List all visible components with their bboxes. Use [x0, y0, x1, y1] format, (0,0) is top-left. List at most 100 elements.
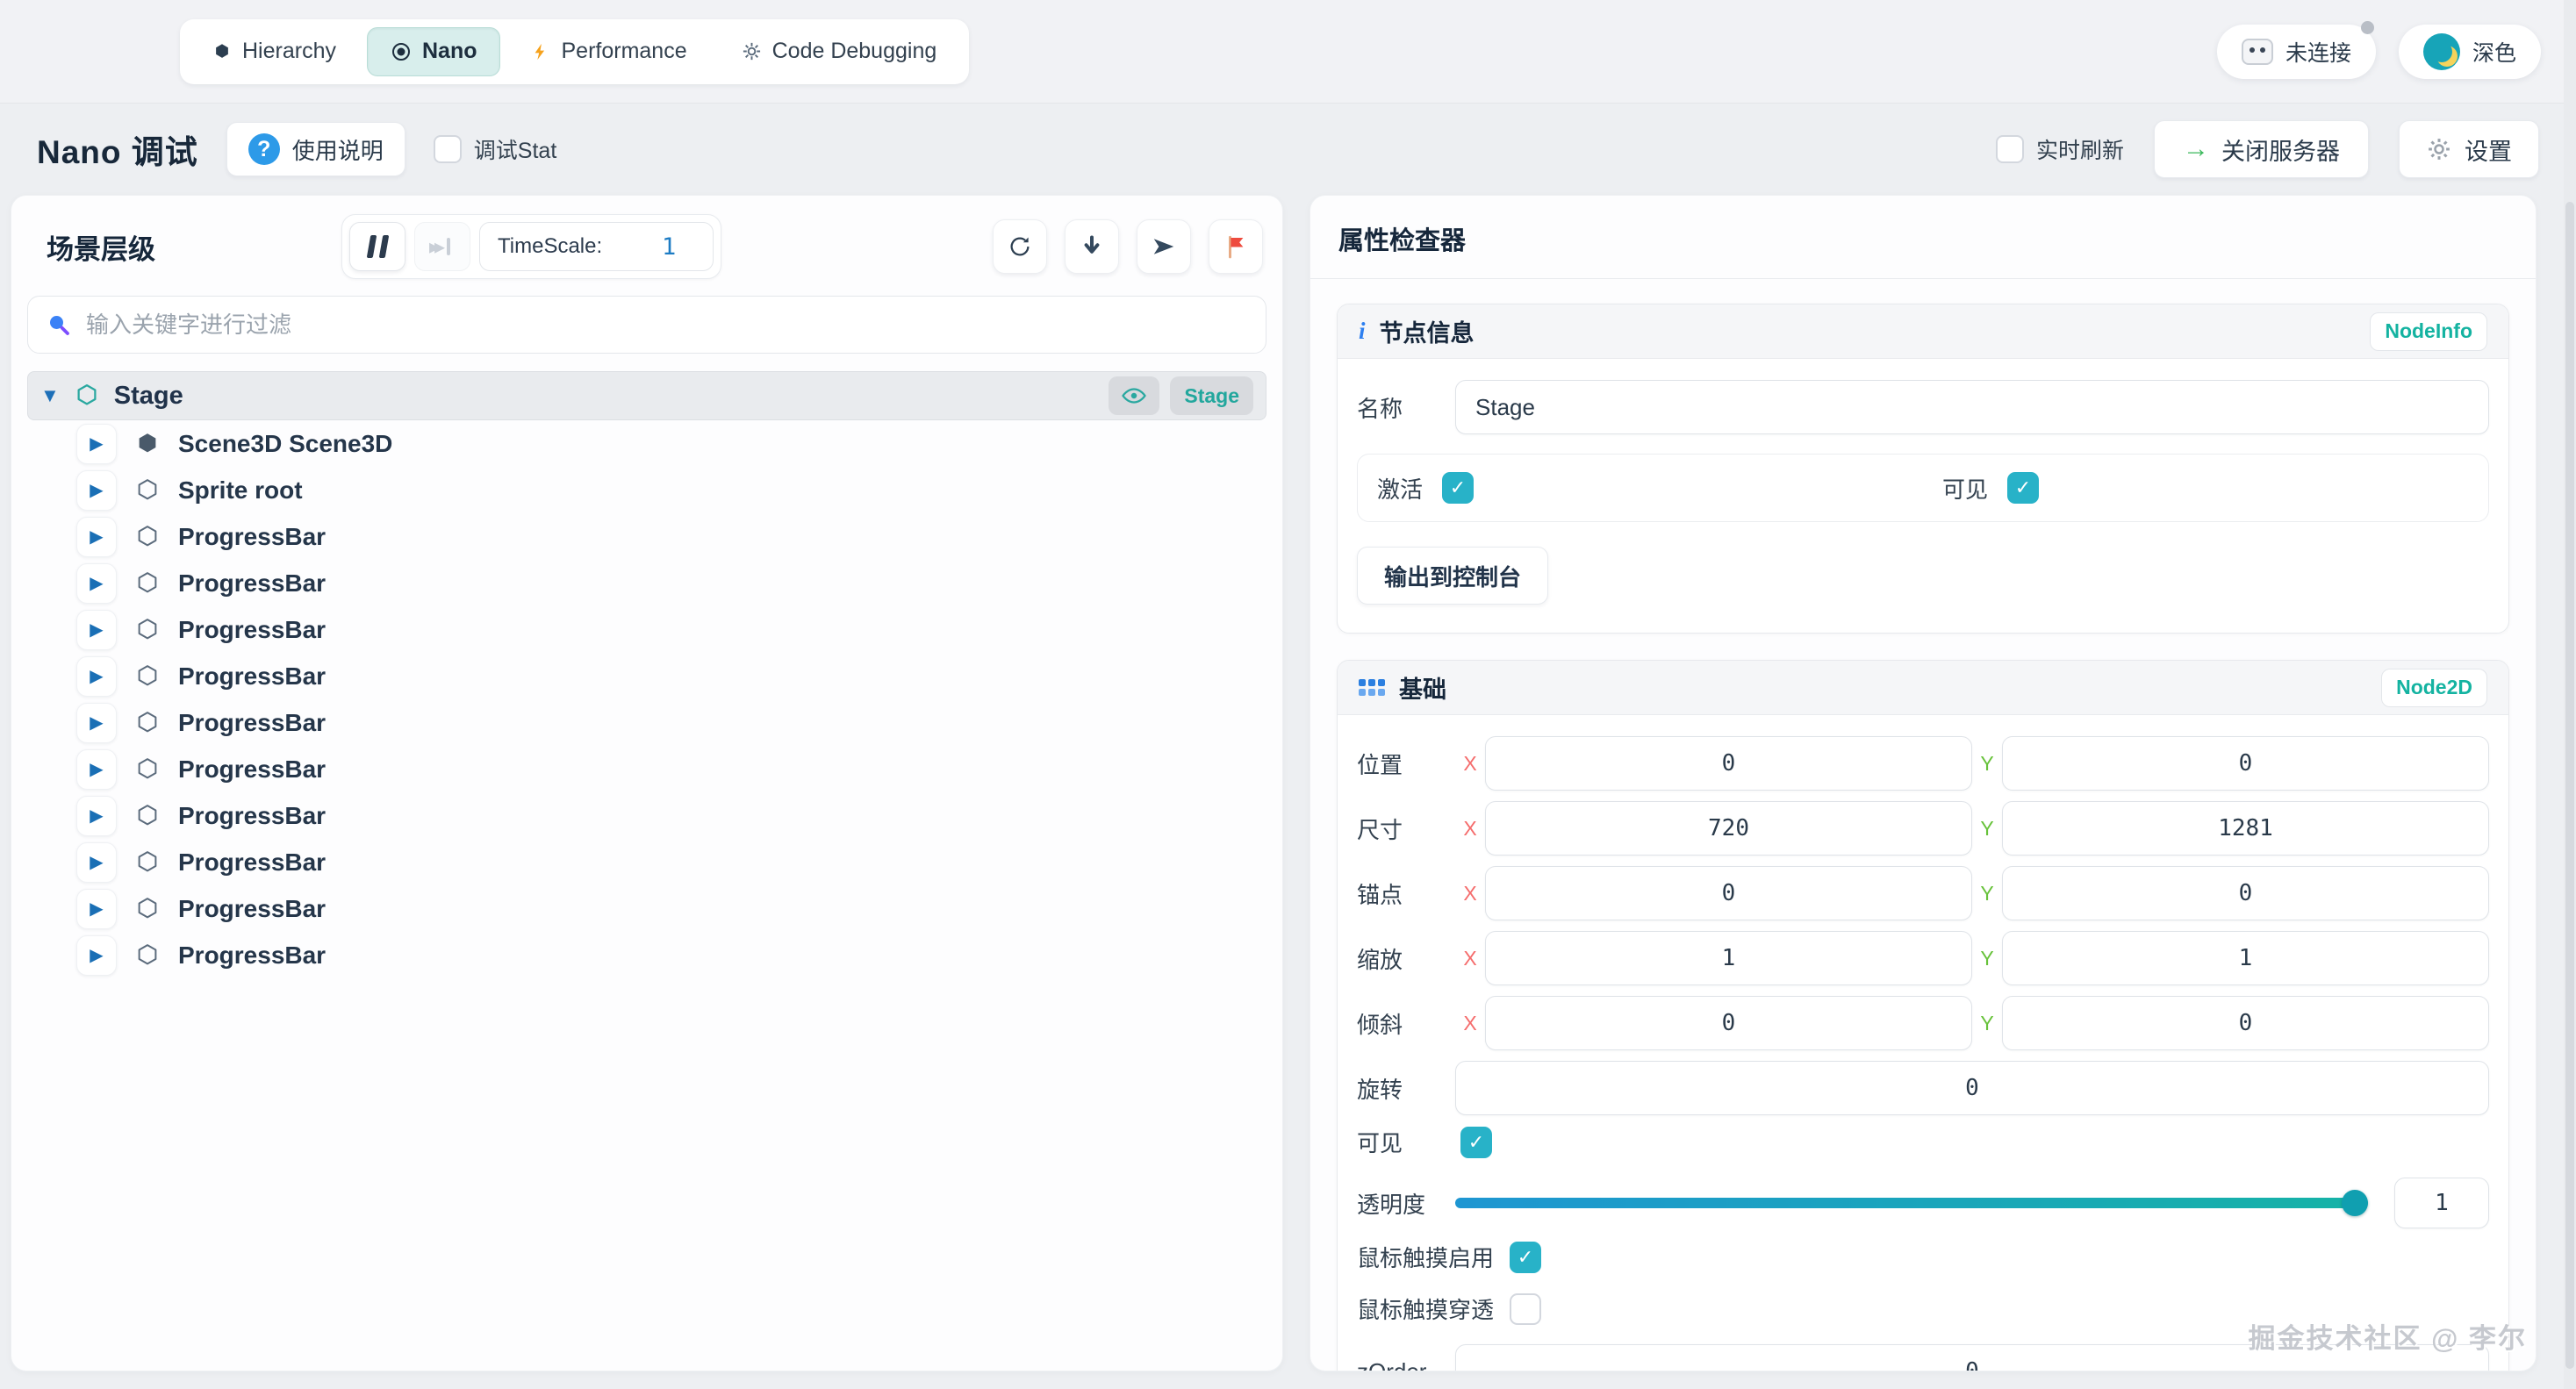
expand-button[interactable]: ▶: [76, 562, 117, 604]
tree-row-progressbar[interactable]: ▶ ProgressBar: [27, 839, 1266, 885]
debug-stat-checkbox-box[interactable]: [433, 135, 462, 163]
close-server-button[interactable]: → 关闭服务器: [2154, 120, 2369, 178]
tree-row-sprite-root[interactable]: ▶ Sprite root: [27, 467, 1266, 513]
name-field-row: 名称: [1357, 380, 2489, 434]
mouse-enabled-checkbox[interactable]: ✓: [1510, 1241, 1542, 1273]
tab-code-debugging[interactable]: Code Debugging: [718, 27, 961, 76]
download-button[interactable]: [1065, 219, 1119, 274]
chevron-right-icon: ▶: [90, 853, 104, 872]
tree-row-label: ProgressBar: [178, 569, 326, 597]
zorder-input[interactable]: [1455, 1344, 2489, 1371]
hierarchy-node-icon: [216, 43, 228, 58]
slider-track[interactable]: [1455, 1198, 2368, 1208]
step-frame-button[interactable]: ▸▸: [414, 222, 470, 271]
visibility-toggle-button[interactable]: [1109, 376, 1160, 415]
opacity-input[interactable]: [2394, 1178, 2489, 1228]
expand-button[interactable]: ▶: [76, 841, 117, 883]
tree-row-progressbar[interactable]: ▶ ProgressBar: [27, 885, 1266, 932]
header-right: 实时刷新 → 关闭服务器 设置: [1995, 120, 2539, 178]
base-card-body: 位置 X Y 尺寸 X Y 锚点 X: [1338, 715, 2508, 1371]
size-x-input[interactable]: [1485, 801, 1972, 856]
mouse-enabled-label: 鼠标触摸启用: [1357, 1245, 1495, 1271]
expand-button[interactable]: ▶: [76, 795, 117, 836]
visible2-label: 可见: [1357, 1130, 1403, 1156]
page-scrollbar[interactable]: [2564, 0, 2576, 1389]
tab-label: Code Debugging: [771, 39, 937, 63]
active-checkbox[interactable]: ✓: [1442, 472, 1475, 504]
expand-button[interactable]: ▶: [76, 516, 117, 557]
size-y-input[interactable]: [2002, 801, 2489, 856]
search-input[interactable]: [86, 311, 1248, 339]
output-to-console-button[interactable]: 输出到控制台: [1357, 547, 1549, 605]
connection-status-button[interactable]: 未连接: [2216, 20, 2376, 79]
search-icon: [50, 316, 69, 335]
tree-row-progressbar[interactable]: ▶ ProgressBar: [27, 560, 1266, 606]
tree-root-row-stage[interactable]: ▼ Stage Stage: [27, 371, 1266, 420]
skew-x-input[interactable]: [1485, 996, 1972, 1050]
scale-x-input[interactable]: [1485, 931, 1972, 985]
watermark: 掘金技术社区 @ 李尔: [2248, 1323, 2527, 1354]
settings-button[interactable]: 设置: [2399, 120, 2539, 178]
hexagon-outline-icon: [138, 525, 157, 546]
tree-row-progressbar[interactable]: ▶ ProgressBar: [27, 746, 1266, 792]
send-button[interactable]: [1137, 219, 1191, 274]
scene-hierarchy-panel: 场景层级 ▸▸ TimeScale:: [11, 195, 1283, 1371]
pause-button[interactable]: [349, 222, 405, 271]
tab-performance[interactable]: Performance: [507, 27, 710, 76]
tab-nano[interactable]: Nano: [366, 26, 501, 76]
skew-y-input[interactable]: [2002, 996, 2489, 1050]
expand-button[interactable]: ▶: [76, 748, 117, 790]
realtime-refresh-checkbox[interactable]: 实时刷新: [1995, 133, 2124, 165]
expand-button[interactable]: ▶: [76, 655, 117, 697]
tree-row-progressbar[interactable]: ▶ ProgressBar: [27, 653, 1266, 699]
rotation-input[interactable]: [1455, 1061, 2489, 1115]
chevron-right-icon: ▶: [90, 946, 104, 965]
scale-y-input[interactable]: [2002, 931, 2489, 985]
scrollbar-thumb[interactable]: [2565, 202, 2574, 1369]
moon-icon: [2422, 32, 2460, 70]
tab-hierarchy[interactable]: Hierarchy: [189, 27, 360, 76]
mouse-through-checkbox[interactable]: [1510, 1292, 1542, 1325]
flag-button[interactable]: [1209, 219, 1263, 274]
debug-stat-checkbox[interactable]: 调试Stat: [433, 133, 556, 165]
visible2-checkbox[interactable]: ✓: [1460, 1126, 1492, 1158]
anchor-y-input[interactable]: [2002, 866, 2489, 920]
tree-row-scene3d[interactable]: ▶ Scene3D Scene3D: [27, 420, 1266, 467]
opacity-slider[interactable]: [1455, 1188, 2368, 1218]
zorder-row: zOrder: [1357, 1344, 2489, 1371]
anchor-x-input[interactable]: [1485, 866, 1972, 920]
expand-button[interactable]: ▶: [76, 609, 117, 650]
name-input[interactable]: [1455, 380, 2489, 434]
chevron-down-icon[interactable]: ▼: [40, 384, 60, 406]
green-arrow-icon: →: [2183, 134, 2209, 163]
base-properties-card: 基础 Node2D 位置 X Y 尺寸 X Y: [1337, 660, 2509, 1371]
expand-button[interactable]: ▶: [76, 469, 117, 511]
slider-thumb[interactable]: [2342, 1190, 2368, 1216]
expand-button[interactable]: ▶: [76, 702, 117, 743]
expand-button[interactable]: ▶: [76, 888, 117, 929]
refresh-button[interactable]: [993, 219, 1047, 274]
visible-checkbox[interactable]: ✓: [2007, 472, 2040, 504]
tree-row-progressbar[interactable]: ▶ ProgressBar: [27, 792, 1266, 839]
help-button[interactable]: ? 使用说明: [226, 122, 405, 176]
timescale-input[interactable]: [642, 233, 696, 261]
lightning-icon: [535, 43, 545, 60]
tree-row-progressbar[interactable]: ▶ ProgressBar: [27, 932, 1266, 978]
tree-row-progressbar[interactable]: ▶ ProgressBar: [27, 699, 1266, 746]
mouse-through-label: 鼠标触摸穿透: [1357, 1297, 1495, 1323]
realtime-refresh-checkbox-box[interactable]: [1995, 135, 2024, 163]
tree-row-progressbar[interactable]: ▶ ProgressBar: [27, 606, 1266, 653]
position-x-input[interactable]: [1485, 736, 1972, 791]
anchor-row: 锚点 X Y: [1357, 866, 2489, 920]
expand-button[interactable]: ▶: [76, 423, 117, 464]
hexagon-outline-icon: [138, 850, 157, 871]
theme-label: 深色: [2472, 40, 2516, 66]
node-info-title: 节点信息: [1379, 320, 1475, 347]
property-inspector-panel: 属性检查器 i 节点信息 NodeInfo 名称 激活: [1310, 195, 2537, 1371]
tree-row-progressbar[interactable]: ▶ ProgressBar: [27, 513, 1266, 560]
expand-button[interactable]: ▶: [76, 934, 117, 976]
theme-toggle-button[interactable]: 深色: [2398, 24, 2541, 79]
hexagon-outline-icon: [138, 478, 157, 499]
position-y-input[interactable]: [2002, 736, 2489, 791]
active-visible-row: 激活 ✓ 可见 ✓: [1357, 454, 2489, 522]
